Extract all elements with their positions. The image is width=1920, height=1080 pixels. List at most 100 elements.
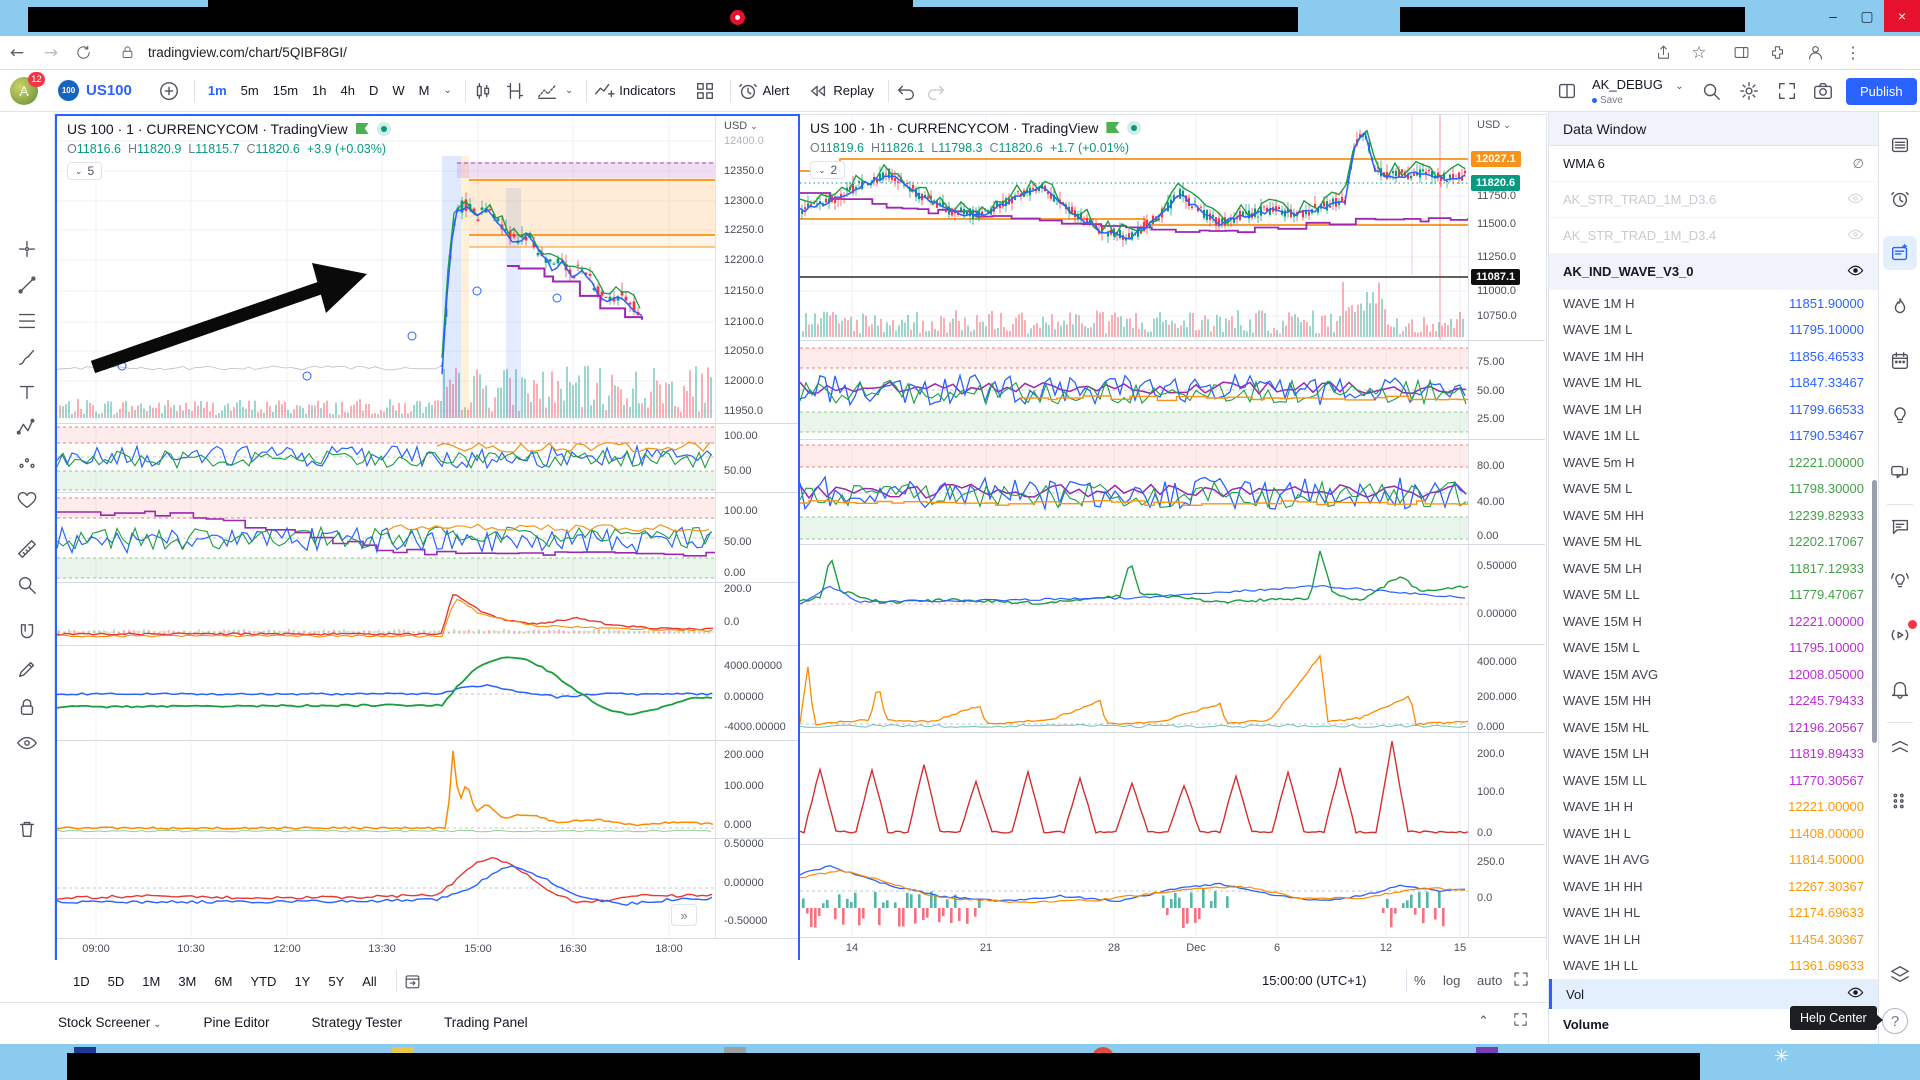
redo-icon[interactable]: [925, 80, 947, 102]
collapsed-panes-chip-left[interactable]: ⌄ 5: [67, 162, 103, 180]
goto-date-icon[interactable]: [403, 972, 422, 991]
indicator-row[interactable]: AK_STR_TRAD_1M_D3.6: [1549, 182, 1878, 218]
auto-scale-button[interactable]: auto: [1477, 973, 1503, 988]
left-main-pane[interactable]: [57, 116, 715, 423]
zoom-icon[interactable]: [10, 568, 44, 602]
time-axis-left[interactable]: 09:00 10:30 12:00 13:30 15:00 16:30 18:00: [57, 938, 798, 960]
vol-indicator-row[interactable]: Vol: [1549, 979, 1878, 1009]
prediction-icon[interactable]: [10, 447, 44, 481]
indicators-icon[interactable]: [593, 80, 616, 102]
range-3m[interactable]: 3M: [178, 973, 197, 989]
pane-separator[interactable]: [57, 582, 798, 583]
line-style-chevron-icon[interactable]: ⌄: [564, 85, 574, 96]
timeframe-4h[interactable]: 4h: [340, 83, 355, 98]
delete-drawings-icon[interactable]: [10, 812, 44, 846]
log-scale-button[interactable]: log: [1443, 973, 1461, 988]
trendline-icon[interactable]: [10, 268, 44, 302]
user-avatar[interactable]: A 12: [0, 70, 46, 112]
watchlist-icon[interactable]: [1883, 128, 1917, 162]
symbol-add-icon[interactable]: [158, 80, 180, 102]
pane-separator[interactable]: [800, 844, 1545, 845]
pane-separator[interactable]: [800, 644, 1545, 645]
right-main-pane[interactable]: [800, 115, 1468, 340]
chart-style-candles-icon[interactable]: [472, 80, 494, 102]
undo-icon[interactable]: [895, 80, 917, 102]
price-scale-right[interactable]: USD ⌄ 12027.1 11820.6 11087.1 11750.0 115…: [1468, 115, 1545, 937]
line-style-icon[interactable]: [536, 80, 558, 102]
indicator-row[interactable]: AK_STR_TRAD_1M_D3.4: [1549, 218, 1878, 254]
right-oscillator-pane-2[interactable]: [800, 441, 1468, 544]
pattern-icon[interactable]: [10, 411, 44, 445]
calendar-icon[interactable]: [1883, 344, 1917, 378]
collapsed-panes-chip-right[interactable]: ⌄ 2: [810, 161, 846, 179]
measure-ruler-icon[interactable]: [10, 532, 44, 566]
chart-title-right[interactable]: US 100 · 1h · CURRENCYCOM · TradingView: [810, 120, 1099, 136]
timeframe-1m[interactable]: 1m: [207, 83, 227, 98]
maximize-chart-icon[interactable]: [1512, 970, 1530, 988]
lock-drawings-icon[interactable]: [10, 690, 44, 724]
left-signal-pane[interactable]: [57, 584, 715, 645]
hotlists-icon[interactable]: [1883, 290, 1917, 324]
pane-separator[interactable]: [57, 838, 798, 839]
eye-icon[interactable]: [1847, 190, 1864, 210]
right-wave-pane[interactable]: [800, 734, 1468, 844]
timeframe-15m[interactable]: 15m: [272, 83, 299, 98]
range-5y[interactable]: 5Y: [328, 973, 345, 989]
timeframe-menu-chevron-icon[interactable]: ⌄: [443, 85, 452, 96]
minimize-button[interactable]: –: [1829, 8, 1837, 24]
left-spike-pane[interactable]: [57, 742, 715, 838]
refresh-icon[interactable]: [68, 41, 98, 65]
range-6m[interactable]: 6M: [214, 973, 233, 989]
tab-trading-panel[interactable]: Trading Panel: [444, 1015, 528, 1030]
replay-label[interactable]: Replay: [833, 83, 874, 98]
save-label[interactable]: Save: [1600, 95, 1623, 106]
pane-separator[interactable]: [800, 544, 1545, 545]
ideas-stream-icon[interactable]: [1883, 564, 1917, 598]
indicator-row[interactable]: AK_IND_WAVE_V3_0: [1549, 254, 1878, 290]
forward-icon[interactable]: →: [43, 42, 59, 63]
emoji-icon[interactable]: [10, 483, 44, 517]
timeframe-1h[interactable]: 1h: [312, 83, 327, 98]
brush-icon[interactable]: [10, 340, 44, 374]
notifications-bell-icon[interactable]: [1883, 672, 1917, 706]
chart-right-1h[interactable]: US 100 · 1h · CURRENCYCOM · TradingView …: [800, 114, 1547, 960]
help-button[interactable]: ?: [1882, 1008, 1908, 1034]
left-oscillator-pane-1[interactable]: [57, 425, 715, 492]
replay-icon[interactable]: [807, 80, 829, 102]
timeframe-W[interactable]: W: [392, 83, 405, 98]
layout-panel-icon[interactable]: [1556, 80, 1578, 102]
taskbar-app-icon[interactable]: ✳: [1774, 1046, 1790, 1066]
crosshair-icon[interactable]: [10, 232, 44, 266]
pane-separator[interactable]: [800, 439, 1545, 440]
timeframe-M[interactable]: M: [418, 83, 430, 98]
range-1y[interactable]: 1Y: [294, 973, 311, 989]
compare-icon[interactable]: [504, 80, 526, 102]
private-chats-icon[interactable]: [1883, 510, 1917, 544]
side-panel-icon[interactable]: [1726, 41, 1756, 65]
indicator-templates-icon[interactable]: [694, 80, 716, 102]
indicator-row[interactable]: WMA 6 ∅: [1549, 146, 1878, 182]
object-tree-icon[interactable]: [1883, 730, 1917, 764]
range-1d[interactable]: 1D: [73, 973, 90, 989]
text-icon[interactable]: [10, 375, 44, 409]
search-icon[interactable]: [1700, 80, 1722, 102]
settings-gear-icon[interactable]: [1738, 80, 1760, 102]
percent-scale-button[interactable]: %: [1414, 973, 1426, 988]
share-icon[interactable]: [1648, 41, 1678, 65]
browser-menu-icon[interactable]: ⋮: [1845, 44, 1861, 62]
left-oscillator-pane-2[interactable]: [57, 494, 715, 582]
clock-text[interactable]: 15:00:00 (UTC+1): [1262, 973, 1367, 988]
pane-separator[interactable]: [57, 740, 798, 741]
eye-icon[interactable]: [1847, 984, 1864, 1004]
range-1m[interactable]: 1M: [142, 973, 161, 989]
alerts-icon[interactable]: [1883, 182, 1917, 216]
right-oscillator-pane-1[interactable]: [800, 342, 1468, 439]
extensions-icon[interactable]: [1762, 41, 1792, 65]
range-ytd[interactable]: YTD: [250, 973, 277, 989]
layers-icon[interactable]: [1883, 958, 1917, 992]
range-all[interactable]: All: [362, 973, 377, 989]
left-delta-pane[interactable]: [57, 647, 715, 740]
magnet-icon[interactable]: [10, 616, 44, 650]
tab-strategy-tester[interactable]: Strategy Tester: [311, 1015, 403, 1030]
back-icon[interactable]: ←: [9, 42, 25, 63]
